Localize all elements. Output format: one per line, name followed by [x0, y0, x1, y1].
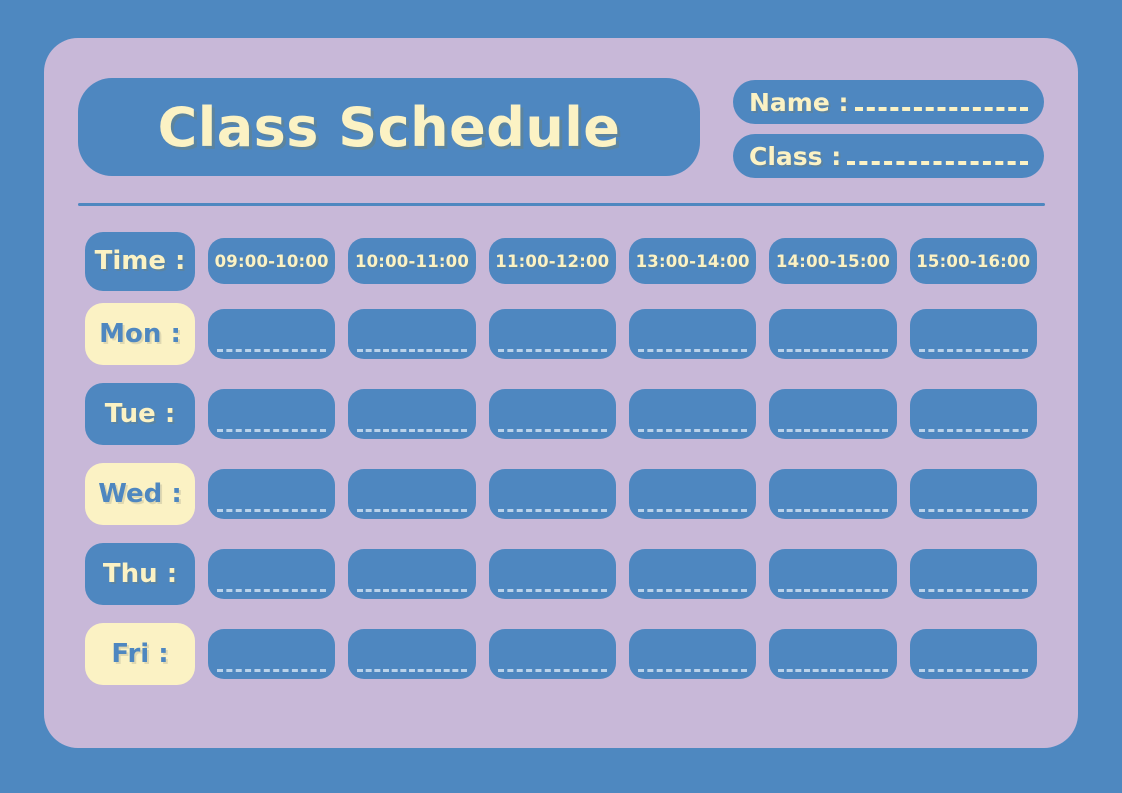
- page-title-text: Class Schedule: [157, 95, 621, 159]
- day-label-fri: Fri :: [85, 623, 195, 685]
- schedule-card: Class Schedule Name : Class : Time : 09:…: [44, 38, 1078, 748]
- schedule-cell[interactable]: [628, 389, 757, 439]
- schedule-cell[interactable]: [488, 549, 616, 599]
- time-header-label-text: Time :: [94, 246, 186, 276]
- class-field-label: Class :: [749, 141, 842, 171]
- time-slot-header: 09:00-10:00: [208, 238, 336, 284]
- schedule-cell[interactable]: [488, 389, 616, 439]
- time-slot-header: 11:00-12:00: [488, 238, 616, 284]
- day-label-thu: Thu :: [85, 543, 195, 605]
- time-slot-header: 15:00-16:00: [909, 238, 1037, 284]
- time-header-row: Time : 09:00-10:00 10:00-11:00 11:00-12:…: [85, 228, 1037, 294]
- time-slot-label: 10:00-11:00: [354, 251, 470, 271]
- schedule-cell[interactable]: [348, 389, 476, 439]
- day-row-tue: Tue :: [85, 374, 1037, 454]
- name-field-input[interactable]: [854, 107, 1028, 111]
- time-slot-label: 09:00-10:00: [214, 251, 329, 271]
- schedule-cell[interactable]: [348, 549, 476, 599]
- header-divider: [78, 203, 1045, 206]
- day-cells-wed: [208, 469, 1037, 519]
- day-cells-thu: [208, 549, 1037, 599]
- schedule-cell[interactable]: [348, 629, 476, 679]
- time-slot-header: 13:00-14:00: [628, 238, 757, 284]
- schedule-cell[interactable]: [208, 309, 336, 359]
- schedule-cell[interactable]: [628, 469, 757, 519]
- schedule-cell[interactable]: [769, 549, 897, 599]
- time-slot-header: 14:00-15:00: [769, 238, 897, 284]
- name-field-label: Name :: [749, 87, 849, 117]
- day-label-text: Wed :: [98, 479, 182, 509]
- schedule-cell[interactable]: [488, 309, 616, 359]
- day-label-wed: Wed :: [85, 463, 195, 525]
- time-slot-header: 10:00-11:00: [348, 238, 476, 284]
- day-cells-fri: [208, 629, 1037, 679]
- schedule-cell[interactable]: [628, 549, 757, 599]
- schedule-cell[interactable]: [208, 389, 336, 439]
- schedule-cell[interactable]: [769, 389, 897, 439]
- header: Class Schedule Name : Class :: [78, 78, 1044, 203]
- day-label-text: Tue :: [104, 399, 176, 429]
- time-slot-label: 15:00-16:00: [916, 251, 1031, 271]
- time-slot-label: 13:00-14:00: [635, 251, 750, 271]
- schedule-cell[interactable]: [769, 309, 897, 359]
- schedule-cell[interactable]: [628, 309, 757, 359]
- day-cells-tue: [208, 389, 1037, 439]
- day-row-wed: Wed :: [85, 454, 1037, 534]
- schedule-cell[interactable]: [769, 469, 897, 519]
- schedule-cell[interactable]: [628, 629, 757, 679]
- schedule-cell[interactable]: [909, 549, 1037, 599]
- time-slot-label: 11:00-12:00: [495, 251, 610, 271]
- name-field[interactable]: Name :: [733, 80, 1044, 124]
- day-label-tue: Tue :: [85, 383, 195, 445]
- schedule-cell[interactable]: [909, 309, 1037, 359]
- schedule-cell[interactable]: [488, 469, 616, 519]
- schedule-cell[interactable]: [909, 629, 1037, 679]
- schedule-cell[interactable]: [348, 309, 476, 359]
- page-title: Class Schedule: [78, 78, 700, 176]
- schedule-cell[interactable]: [488, 629, 616, 679]
- schedule-cell[interactable]: [909, 389, 1037, 439]
- day-cells-mon: [208, 309, 1037, 359]
- schedule-cell[interactable]: [208, 469, 336, 519]
- class-field-input[interactable]: [847, 161, 1028, 165]
- day-row-fri: Fri :: [85, 614, 1037, 694]
- class-field[interactable]: Class :: [733, 134, 1044, 178]
- time-header-cells: 09:00-10:00 10:00-11:00 11:00-12:00 13:0…: [208, 238, 1037, 284]
- day-row-thu: Thu :: [85, 534, 1037, 614]
- day-label-text: Mon :: [99, 319, 181, 349]
- schedule-cell[interactable]: [348, 469, 476, 519]
- schedule-grid: Time : 09:00-10:00 10:00-11:00 11:00-12:…: [85, 228, 1037, 694]
- time-header-label: Time :: [85, 231, 195, 291]
- time-slot-label: 14:00-15:00: [775, 251, 891, 271]
- schedule-cell[interactable]: [208, 629, 336, 679]
- day-label-mon: Mon :: [85, 303, 195, 365]
- schedule-cell[interactable]: [909, 469, 1037, 519]
- schedule-cell[interactable]: [208, 549, 336, 599]
- day-label-text: Thu :: [102, 559, 178, 589]
- day-row-mon: Mon :: [85, 294, 1037, 374]
- day-label-text: Fri :: [111, 639, 169, 669]
- schedule-cell[interactable]: [769, 629, 897, 679]
